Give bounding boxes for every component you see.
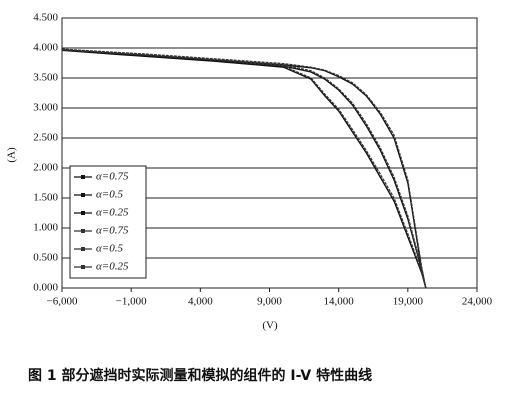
x-axis-label: (V) bbox=[262, 320, 278, 332]
y-tick-label: 1.500 bbox=[33, 192, 58, 204]
series-line bbox=[61, 48, 427, 289]
legend-marker bbox=[81, 193, 85, 197]
y-tick-label: 4.000 bbox=[33, 42, 58, 54]
x-tick-label: 14,000 bbox=[324, 296, 355, 308]
legend-marker bbox=[81, 211, 85, 215]
legend-label: α=0.5 bbox=[96, 243, 123, 255]
caption: 图 1 部分遮挡时实际测量和模拟的组件的 I-V 特性曲线 bbox=[28, 367, 372, 384]
x-tick-label: −1,000 bbox=[116, 296, 147, 308]
y-axis-label: (A) bbox=[6, 147, 18, 163]
plot-border bbox=[61, 17, 478, 289]
legend-marker bbox=[81, 229, 85, 233]
y-tick-label: 3.000 bbox=[33, 102, 58, 114]
x-tick-label: 19,000 bbox=[393, 296, 424, 308]
x-tick-label: 9,000 bbox=[257, 296, 282, 308]
x-tick-label: 24,000 bbox=[462, 296, 493, 308]
legend-label: α=0.25 bbox=[96, 207, 129, 219]
y-tick-label: 2.000 bbox=[33, 162, 58, 174]
series-line bbox=[61, 49, 427, 289]
y-tick-label: 3.500 bbox=[33, 72, 58, 84]
y-tick-label: 4.500 bbox=[33, 12, 58, 24]
legend-label: α=0.75 bbox=[96, 225, 129, 237]
x-tick-label: −6,000 bbox=[47, 296, 78, 308]
y-tick-label: 1.000 bbox=[33, 222, 58, 234]
y-tick-label: 0.000 bbox=[33, 282, 58, 294]
series-line bbox=[61, 48, 427, 289]
y-tick-label: 0.500 bbox=[33, 252, 58, 264]
legend-marker bbox=[81, 265, 85, 269]
legend-marker bbox=[81, 175, 85, 179]
legend-label: α=0.75 bbox=[96, 171, 129, 183]
legend-box bbox=[69, 165, 147, 279]
legend-marker bbox=[81, 247, 85, 251]
y-tick-label: 2.500 bbox=[33, 132, 58, 144]
legend-label: α=0.25 bbox=[96, 261, 129, 273]
x-tick-label: 4,000 bbox=[188, 296, 213, 308]
series-line bbox=[61, 49, 427, 289]
legend-label: α=0.5 bbox=[96, 189, 123, 201]
